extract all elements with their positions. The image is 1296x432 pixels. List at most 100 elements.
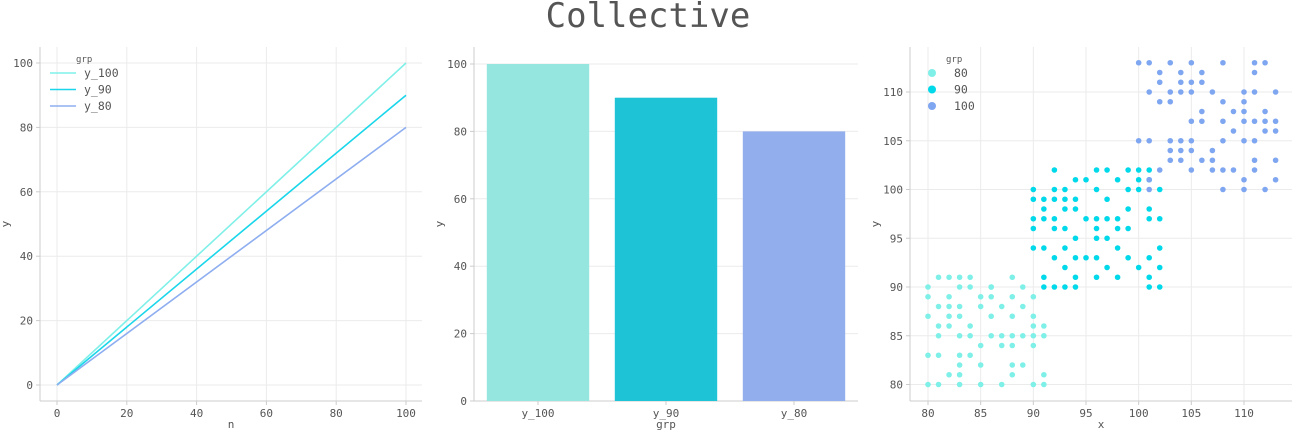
scatter-point-100 xyxy=(1262,108,1268,115)
scatter-point-90 xyxy=(1114,225,1121,232)
scatter-point-90 xyxy=(1030,196,1037,203)
y-tick-label: 80 xyxy=(890,379,903,392)
legend-title: grp xyxy=(946,55,962,65)
x-tick-label: 110 xyxy=(1234,407,1254,420)
scatter-point-80 xyxy=(935,303,942,310)
scatter-point-90 xyxy=(1051,225,1058,232)
scatter-point-100 xyxy=(1178,157,1184,164)
scatter-point-90 xyxy=(1072,196,1079,203)
scatter-point-90 xyxy=(1135,186,1142,193)
scatter-point-90 xyxy=(1051,215,1058,222)
x-tick-label: 100 xyxy=(1129,407,1149,420)
y-tick-label: 20 xyxy=(454,328,467,341)
scatter-point-80 xyxy=(967,284,973,290)
scatter-point-80 xyxy=(977,362,984,368)
x-tick-label: 105 xyxy=(1181,407,1201,420)
scatter-point-90 xyxy=(1030,245,1037,251)
x-tick-label: 80 xyxy=(330,407,343,420)
scatter-point-100 xyxy=(1167,59,1174,66)
scatter-point-100 xyxy=(1220,98,1226,105)
y-tick-label: 100 xyxy=(13,57,33,70)
scatter-point-90 xyxy=(1146,274,1152,281)
scatter-point-80 xyxy=(998,303,1005,310)
scatter-point-100 xyxy=(1209,167,1216,173)
scatter-point-80 xyxy=(1041,323,1047,329)
x-tick-label: 40 xyxy=(190,407,203,420)
scatter-point-90 xyxy=(1062,196,1068,203)
scatter-point-80 xyxy=(977,303,984,310)
y-tick-label: 40 xyxy=(454,260,467,273)
scatter-point-80 xyxy=(956,362,963,368)
scatter-point-100 xyxy=(1241,186,1247,193)
scatter-point-80 xyxy=(956,352,963,359)
scatter-point-100 xyxy=(1146,186,1152,193)
scatter-point-100 xyxy=(1262,118,1268,125)
scatter-point-90 xyxy=(1051,167,1058,173)
scatter-point-80 xyxy=(925,284,931,290)
scatter-point-100 xyxy=(1178,147,1184,154)
scatter-point-100 xyxy=(1241,98,1247,105)
scatter-point-90 xyxy=(1072,176,1079,183)
scatter-point-80 xyxy=(1020,303,1026,310)
scatter-point-90 xyxy=(1041,274,1047,281)
scatter-point-90 xyxy=(1125,206,1131,212)
scatter-point-100 xyxy=(1209,147,1216,154)
scatter-point-100 xyxy=(1241,137,1247,144)
scatter-point-90 xyxy=(1030,225,1037,232)
scatter-point-90 xyxy=(1156,245,1163,251)
scatter-point-80 xyxy=(956,381,963,388)
scatter-point-100 xyxy=(1146,176,1152,183)
y-tick-label: 85 xyxy=(890,330,903,343)
scatter-point-100 xyxy=(1262,186,1268,193)
legend-swatch xyxy=(928,85,936,94)
scatter-point-90 xyxy=(1125,225,1131,232)
legend-label: y_80 xyxy=(84,99,112,113)
scatter-point-100 xyxy=(1272,128,1279,134)
scatter-point-90 xyxy=(1146,215,1152,222)
scatter-point-90 xyxy=(1146,254,1152,261)
scatter-point-80 xyxy=(988,313,994,320)
scatter-point-90 xyxy=(1062,264,1068,271)
scatter-point-100 xyxy=(1188,59,1195,66)
scatter-point-80 xyxy=(946,371,952,378)
scatter-point-80 xyxy=(1041,381,1047,388)
y-tick-label: 110 xyxy=(883,86,903,99)
scatter-point-100 xyxy=(1167,157,1174,164)
scatter-point-80 xyxy=(998,342,1005,349)
scatter-point-90 xyxy=(1093,235,1100,242)
scatter-point-80 xyxy=(1009,293,1016,300)
scatter-point-90 xyxy=(1093,215,1100,222)
scatter-point-80 xyxy=(1009,371,1016,378)
scatter-point-100 xyxy=(1146,89,1152,95)
scatter-point-90 xyxy=(1114,176,1121,183)
scatter-point-80 xyxy=(1020,332,1026,339)
x-tick-label: 80 xyxy=(921,407,934,420)
scatter-point-100 xyxy=(1230,108,1237,115)
scatter-point-100 xyxy=(1156,69,1163,76)
scatter-point-90 xyxy=(1125,254,1131,261)
scatter-point-80 xyxy=(956,371,963,378)
scatter-point-90 xyxy=(1030,215,1037,222)
scatter-point-100 xyxy=(1251,118,1258,125)
y-axis-label: y xyxy=(433,220,446,227)
scatter-point-80 xyxy=(935,381,942,388)
scatter-point-90 xyxy=(1156,186,1163,193)
y-tick-label: 80 xyxy=(454,125,467,138)
scatter-point-100 xyxy=(1167,147,1174,154)
scatter-point-90 xyxy=(1135,176,1142,183)
scatter-point-80 xyxy=(1030,342,1037,349)
scatter-point-90 xyxy=(1125,186,1131,193)
scatter-point-100 xyxy=(1199,108,1205,115)
scatter-point-80 xyxy=(925,381,931,388)
scatter-point-100 xyxy=(1199,157,1205,164)
y-tick-label: 60 xyxy=(454,193,467,206)
x-tick-label: 60 xyxy=(260,407,273,420)
x-tick-label: 0 xyxy=(54,407,61,420)
scatter-point-100 xyxy=(1146,137,1152,144)
scatter-point-80 xyxy=(998,332,1005,339)
scatter-point-90 xyxy=(1104,196,1110,203)
scatter-point-100 xyxy=(1199,69,1205,76)
scatter-point-100 xyxy=(1241,118,1247,125)
chart-title: Collective xyxy=(545,0,751,36)
